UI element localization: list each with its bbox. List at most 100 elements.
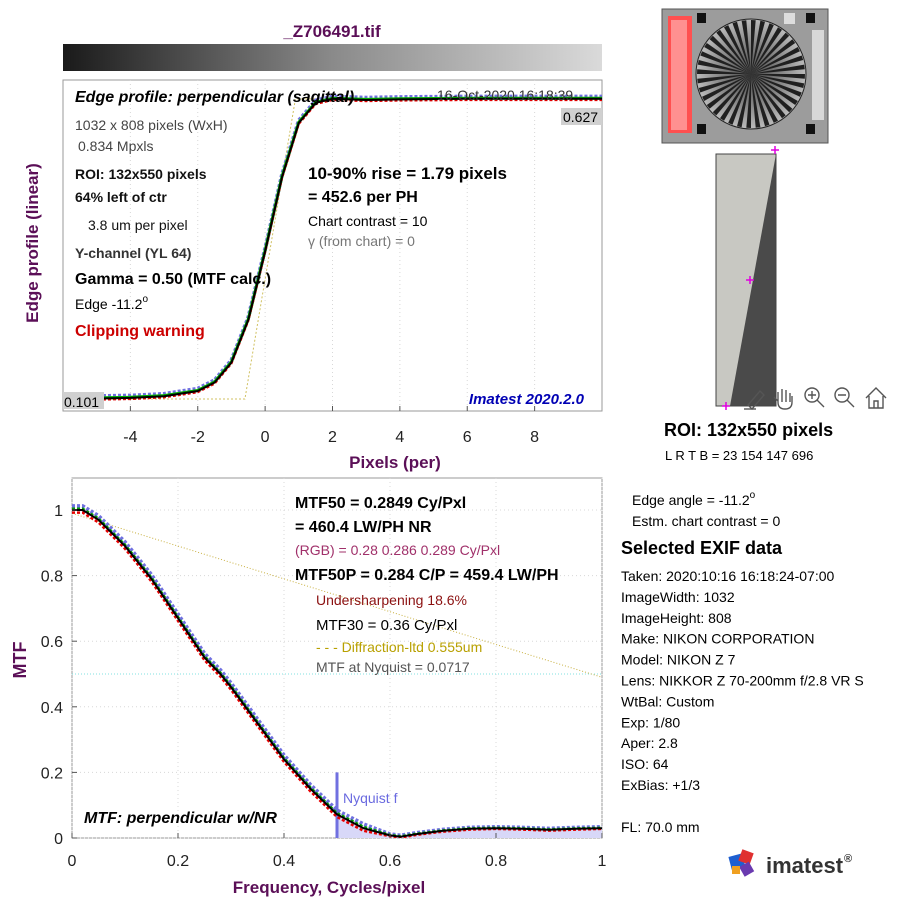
star-ray: [716, 29, 751, 74]
mtf-curve-luminance: [72, 509, 602, 838]
exif-line: Exp: 1/80: [621, 714, 680, 730]
exif-line: WtBal: Custom: [621, 693, 714, 709]
edge-y-axis-label: Edge profile (linear): [23, 163, 42, 323]
mtf-y-tick-label: 1: [54, 503, 63, 520]
star-ray: [751, 74, 805, 88]
edge-x-tick-label: -2: [191, 429, 205, 446]
exif-line: Aper: 2.8: [621, 735, 678, 751]
star-ray: [751, 20, 765, 74]
star-ray: [728, 74, 751, 125]
star-ray: [702, 74, 751, 101]
mtf-x-tick-label: 0.2: [167, 853, 189, 870]
level-low-box: [63, 392, 104, 409]
star-ray: [751, 23, 774, 74]
mtf-y-tick-label: 0.2: [41, 765, 63, 782]
chart-thumbnail: [661, 8, 829, 144]
edge-curves: [63, 94, 602, 402]
edge-angle: Edge -11.2o: [75, 294, 148, 312]
chart-contrast: Chart contrast = 10: [308, 213, 428, 229]
mtf-x-tick-label: 1: [598, 853, 607, 870]
mtf30-value: MTF30 = 0.36 Cy/Pxl: [316, 617, 457, 634]
exif-line: ExBias: +1/3: [621, 777, 700, 793]
mtf-x-tick-label: 0.6: [379, 853, 401, 870]
exif-lines: Taken: 2020:10:16 16:18:24-07:00 ImageWid…: [621, 568, 864, 835]
imatest-logo-text: imatest: [766, 853, 844, 878]
star-ray: [704, 43, 751, 74]
rise-distance: 10-90% rise = 1.79 pixels: [308, 164, 507, 183]
star-ray: [709, 35, 751, 74]
mtf-x-tick-label: 0.8: [485, 853, 507, 870]
star-ray: [737, 74, 751, 128]
brush-icon[interactable]: [744, 389, 765, 411]
exif-line: ImageHeight: 808: [621, 610, 732, 626]
mtf-x-tick-label: 0.4: [273, 853, 295, 870]
image-mpxls: 0.834 Mpxls: [78, 138, 153, 154]
zoom-in-icon[interactable]: [804, 387, 825, 408]
star-ray: [751, 32, 790, 74]
star-ray: [720, 74, 751, 121]
rise-per-ph: = 452.6 per PH: [308, 189, 418, 206]
mtf-y-tick-label: 0.8: [41, 569, 63, 586]
level-high-box: [561, 108, 602, 125]
mtf50-rgb: (RGB) = 0.28 0.286 0.289 Cy/Pxl: [295, 542, 500, 558]
version-label: Imatest 2020.2.0: [469, 391, 585, 408]
mtf-y-tick-label: 0.4: [41, 700, 63, 717]
mtf50-value: MTF50 = 0.2849 Cy/Pxl: [295, 495, 466, 512]
level-low-label: 0.101: [64, 394, 99, 410]
diffraction-line: [72, 512, 602, 678]
exif-block: Selected EXIF data Taken: 2020:10:16 16:…: [621, 538, 864, 835]
roi-title: ROI: 132x550 pixels: [664, 420, 833, 440]
file-title: _Z706491.tif: [282, 22, 381, 41]
edge-panel-title: Edge profile: perpendicular (sagittal): [75, 89, 354, 106]
mtf-y-axis-label: MTF: [10, 642, 30, 679]
edge-x-axis-label: Pixels (per): [349, 453, 441, 472]
edge-x-tick-label: 8: [530, 429, 539, 446]
edge-angle-info: Edge angle = -11.2o: [632, 490, 756, 508]
home-icon[interactable]: [865, 387, 887, 409]
mtf-caption: MTF: perpendicular w/NR: [84, 810, 277, 827]
star-ray: [698, 74, 751, 93]
star-ray: [751, 74, 761, 128]
star-ray: [751, 39, 796, 74]
star-ray: [751, 74, 805, 79]
edge-x-tick-label: 2: [328, 429, 337, 446]
star-ray: [746, 74, 751, 128]
nyquist-shade: [337, 814, 602, 838]
star-ray: [751, 74, 793, 113]
figure-toolbar: [744, 387, 887, 411]
channel-info: Y-channel (YL 64): [75, 245, 191, 261]
image-size: 1032 x 808 pixels (WxH): [75, 117, 228, 133]
edge-x-ticks: -4 -2 0 2 4 6 8: [123, 406, 539, 446]
exif-line: ImageWidth: 1032: [621, 589, 735, 605]
pan-hand-icon[interactable]: [773, 389, 793, 410]
star-ray: [706, 74, 751, 109]
star-ray: [751, 55, 804, 74]
exif-title: Selected EXIF data: [621, 538, 783, 558]
level-high-label: 0.627: [563, 109, 598, 125]
mtf-at-nyquist: MTF at Nyquist = 0.0717: [316, 659, 470, 675]
imatest-logo-icon: [728, 849, 755, 877]
roi-position: 64% left of ctr: [75, 189, 167, 205]
mtf-y-tick-label: 0: [54, 831, 63, 848]
mtf-curve-blue: [72, 504, 602, 838]
exif-line: Taken: 2020:10:16 16:18:24-07:00: [621, 568, 835, 584]
star-ray: [712, 74, 751, 116]
exif-line: Lens: NIKKOR Z 70-200mm f/2.8 VR S: [621, 673, 864, 689]
nyquist-label: Nyquist f: [343, 790, 398, 806]
star-ray: [697, 69, 751, 74]
edge-plot-area: [62, 79, 603, 412]
star-ray: [751, 64, 805, 74]
exif-line: FL: 70.0 mm: [621, 819, 700, 835]
imatest-logo: imatest ®: [728, 849, 852, 878]
roi-markers: [722, 146, 779, 410]
mtf-ticks: 0 0.2 0.4 0.6 0.8 1 0 0.2 0.4 0.6 0.8 1: [41, 503, 607, 870]
clipping-warning: Clipping warning: [75, 323, 205, 340]
edge-x-tick-label: 0: [261, 429, 270, 446]
estm-contrast: Estm. chart contrast = 0: [632, 513, 780, 529]
zoom-out-icon[interactable]: [834, 387, 855, 408]
edge-x-tick-label: 6: [463, 429, 472, 446]
exif-line: ISO: 64: [621, 756, 669, 772]
mtf-x-tick-label: 0: [68, 853, 77, 870]
mtf-x-axis-label: Frequency, Cycles/pixel: [233, 878, 425, 897]
